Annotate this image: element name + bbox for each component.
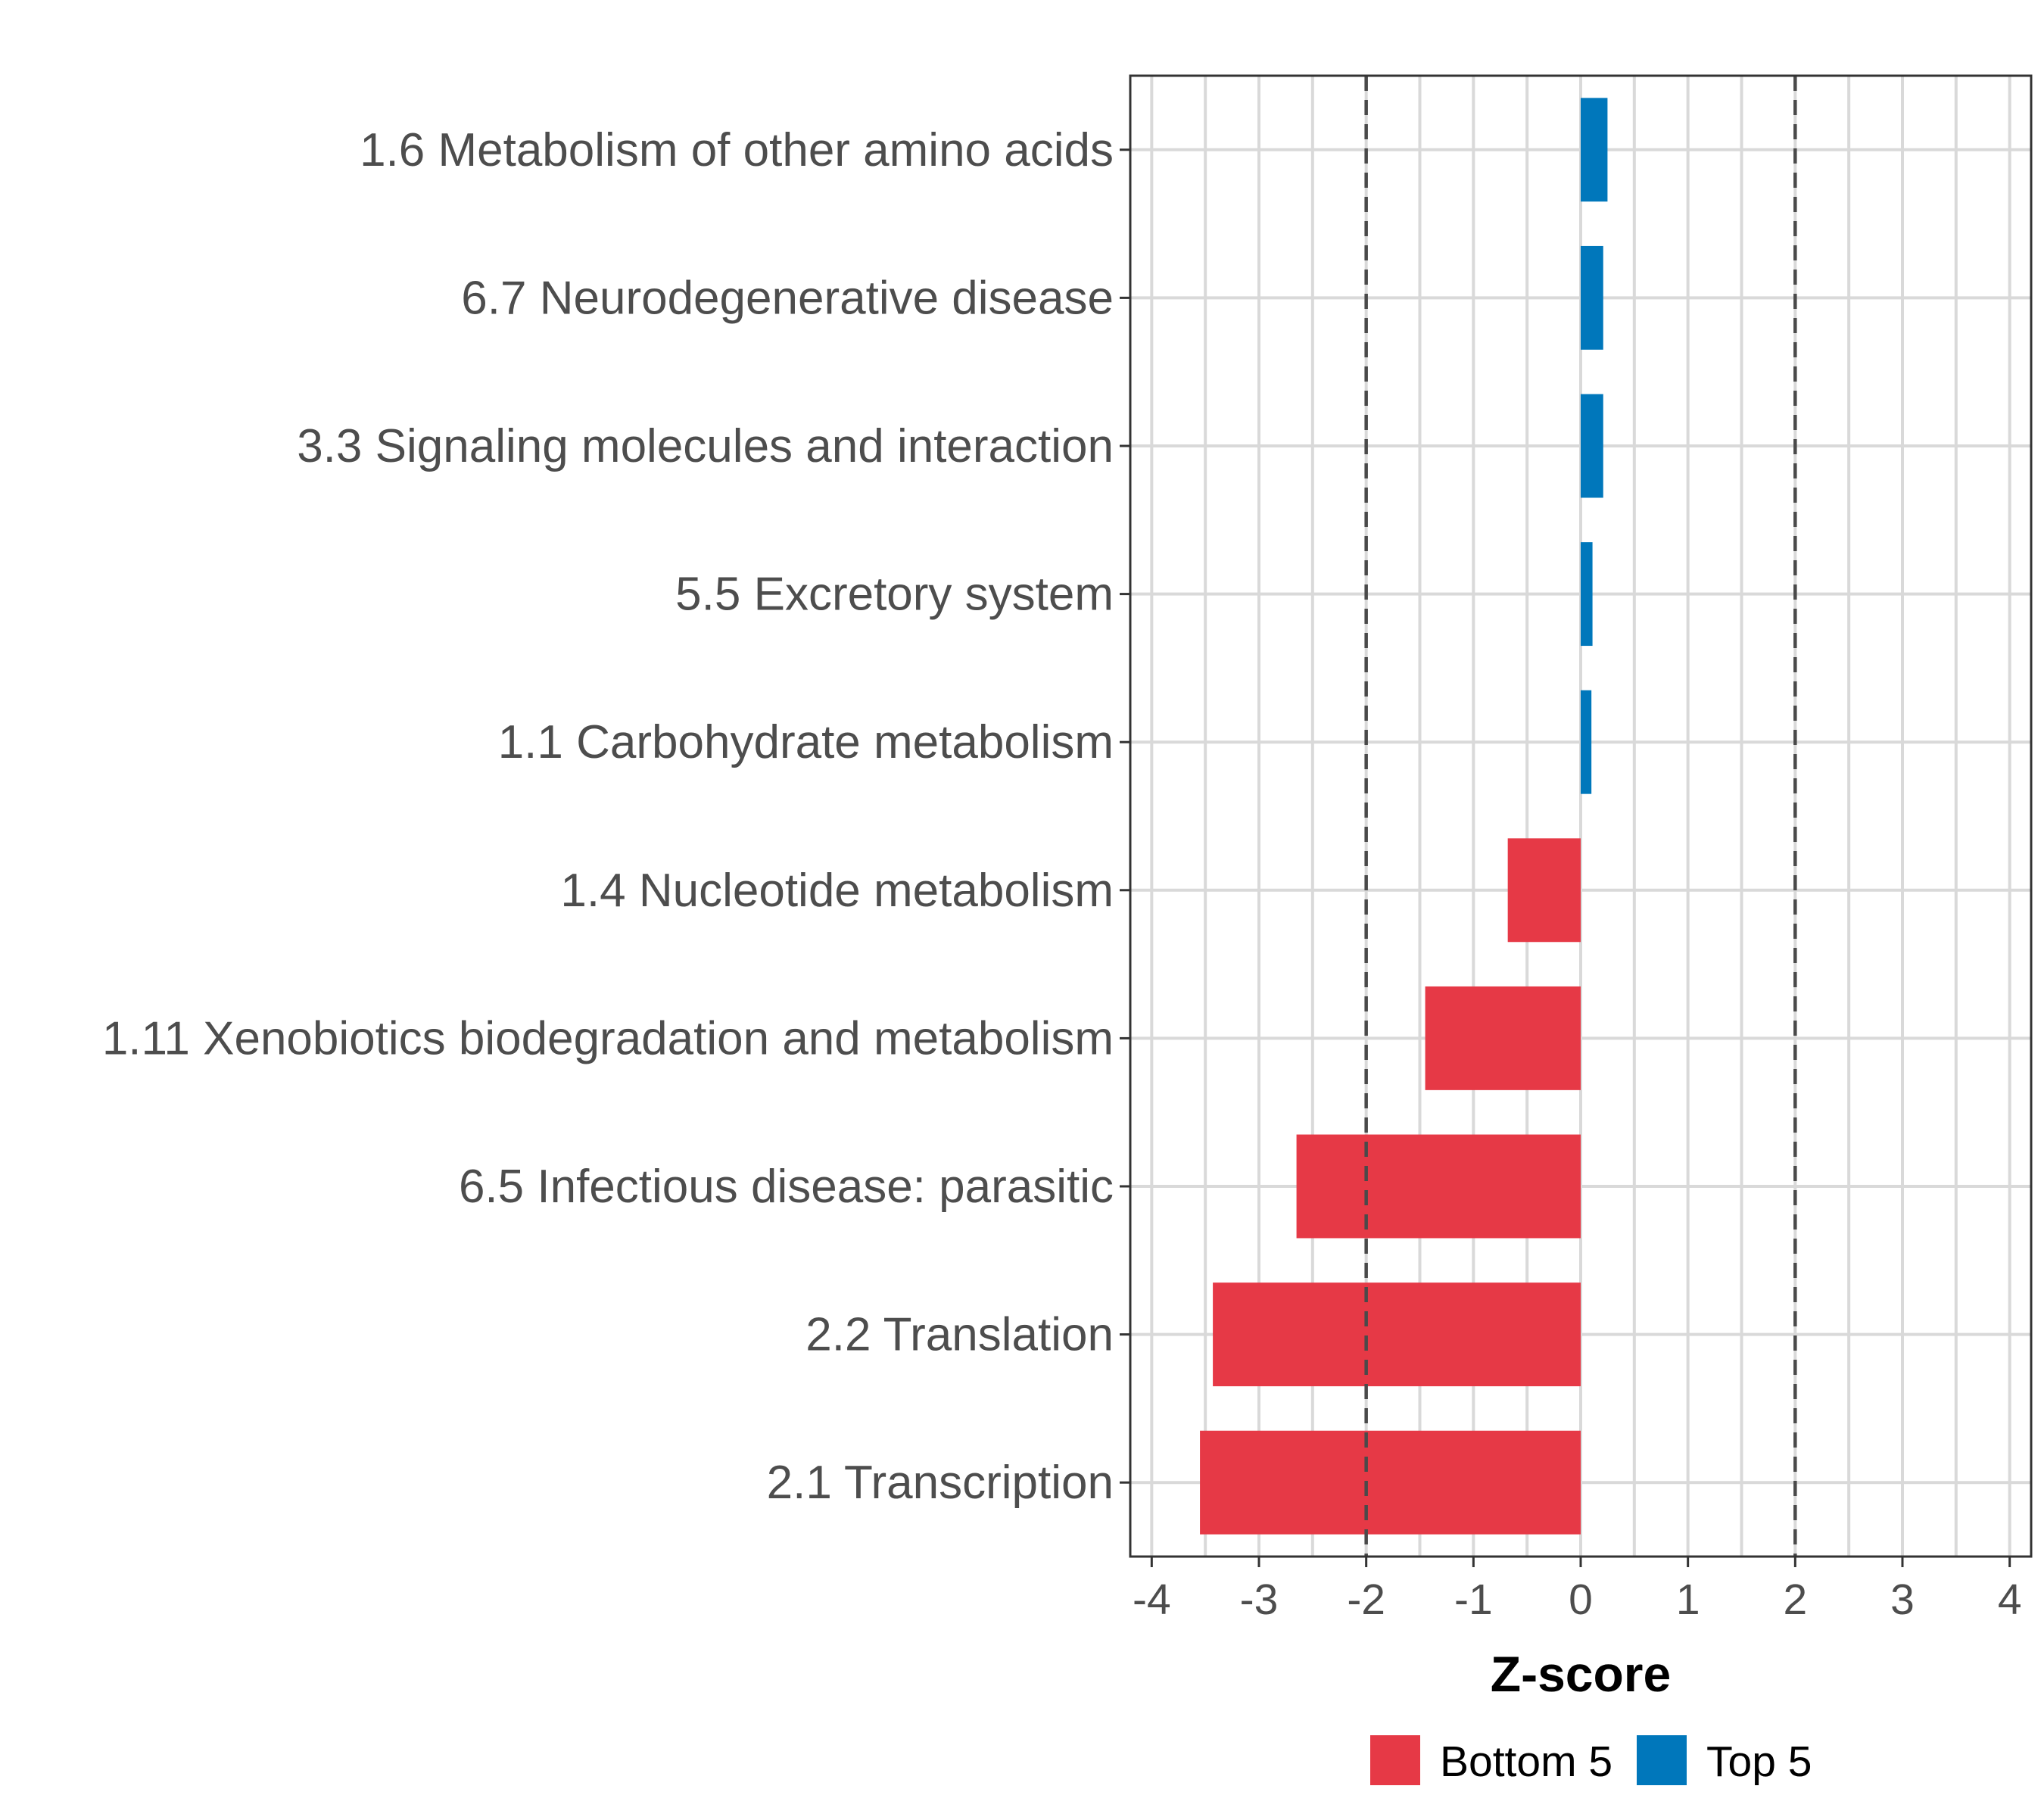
legend: Bottom 5 Top 5 bbox=[1370, 1735, 1812, 1786]
x-axis: -4 -3 -2 -1 0 1 2 3 4 bbox=[1133, 1557, 2022, 1624]
x-axis-title: Z-score bbox=[1491, 1646, 1671, 1702]
reference-lines bbox=[1364, 76, 1797, 1557]
bar-6-7-neurodegenerative-disease bbox=[1581, 245, 1603, 350]
y-tick-label: 5.5 Excretory system bbox=[675, 569, 1114, 621]
legend-label-top-5: Top 5 bbox=[1706, 1738, 1812, 1786]
legend-swatch-top-5 bbox=[1637, 1735, 1687, 1785]
x-tick-label: 3 bbox=[1890, 1575, 1915, 1624]
x-tick-label: -4 bbox=[1133, 1575, 1171, 1624]
y-tick-label: 2.1 Transcription bbox=[767, 1457, 1114, 1509]
bar-2-2-translation bbox=[1213, 1282, 1581, 1387]
x-tick-label: -1 bbox=[1454, 1575, 1493, 1624]
y-tick-label: 1.6 Metabolism of other amino acids bbox=[360, 124, 1114, 176]
bars bbox=[1200, 98, 1608, 1535]
y-tick-label: 1.11 Xenobiotics biodegradation and meta… bbox=[102, 1012, 1114, 1064]
x-tick-label: 1 bbox=[1676, 1575, 1700, 1624]
legend-swatch-bottom-5 bbox=[1370, 1735, 1420, 1785]
y-tick-label: 2.2 Translation bbox=[805, 1309, 1114, 1361]
x-tick-label: -2 bbox=[1347, 1575, 1385, 1624]
x-tick-label: 2 bbox=[1783, 1575, 1807, 1624]
y-tick-label: 6.7 Neurodegenerative disease bbox=[461, 272, 1114, 324]
bar-6-5-infectious-disease-parasitic bbox=[1296, 1134, 1581, 1239]
y-tick-label: 6.5 Infectious disease: parasitic bbox=[459, 1161, 1114, 1213]
bar-1-11-xenobiotics-biodegradation-and-metabolism bbox=[1425, 986, 1581, 1090]
y-tick-label: 3.3 Signaling molecules and interaction bbox=[297, 420, 1114, 472]
bar-1-4-nucleotide-metabolism bbox=[1507, 838, 1581, 943]
x-tick-label: -3 bbox=[1240, 1575, 1279, 1624]
bar-1-1-carbohydrate-metabolism bbox=[1581, 690, 1592, 794]
y-tick-label: 1.4 Nucleotide metabolism bbox=[560, 865, 1114, 917]
legend-label-bottom-5: Bottom 5 bbox=[1440, 1738, 1612, 1786]
y-tick-label: 1.1 Carbohydrate metabolism bbox=[498, 716, 1114, 768]
bar-1-6-metabolism-of-other-amino-acids bbox=[1581, 98, 1608, 202]
x-tick-label: 4 bbox=[1998, 1575, 2022, 1624]
bar-2-1-transcription bbox=[1200, 1430, 1581, 1535]
x-tick-label: 0 bbox=[1569, 1575, 1593, 1624]
bar-3-3-signaling-molecules-and-interaction bbox=[1581, 394, 1603, 498]
bar-5-5-excretory-system bbox=[1581, 542, 1593, 647]
y-axis: 1.6 Metabolism of other amino acids 6.7 N… bbox=[102, 124, 1130, 1509]
